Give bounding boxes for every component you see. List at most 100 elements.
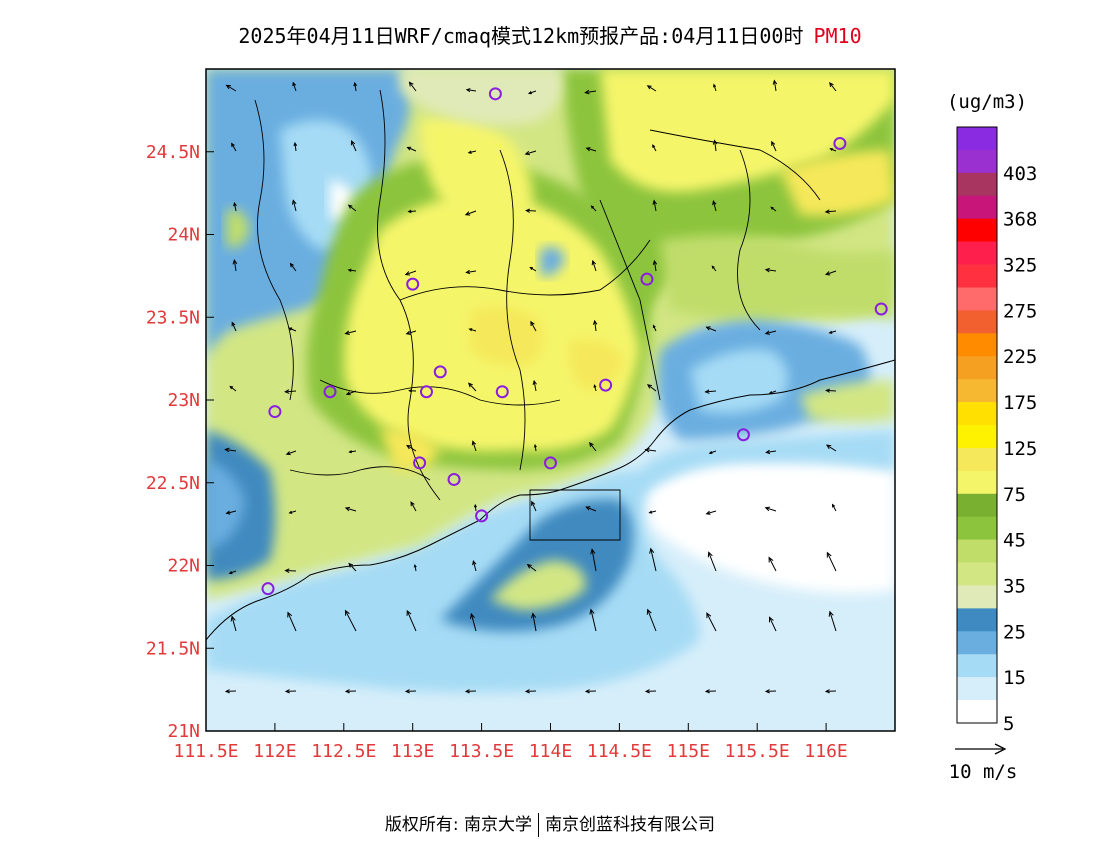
lat-tick-label: 21N — [167, 721, 200, 742]
wind-arrow — [585, 506, 597, 512]
station-marker-site-12 — [736, 428, 750, 442]
wind-arrow — [712, 200, 717, 212]
wind-arrow — [408, 81, 417, 92]
wind-arrow — [464, 689, 477, 694]
wind-arrow — [584, 689, 597, 694]
wind-arrow — [824, 270, 837, 276]
northeast-hotspot — [780, 150, 895, 216]
colorbar-label: 403 — [1003, 163, 1037, 185]
wind-arrow — [652, 324, 657, 332]
wind-arrow — [584, 89, 597, 95]
east-coast-green — [800, 380, 895, 423]
colorbar-segment — [957, 241, 997, 265]
wind-arrow — [529, 266, 537, 272]
station-marker-site-1 — [488, 87, 502, 101]
wind-arrow — [468, 328, 477, 332]
wind-arrow — [824, 209, 837, 214]
colorbar-label: 75 — [1003, 484, 1026, 506]
wind-arrow — [224, 447, 237, 453]
wind-arrow — [284, 389, 297, 394]
colorbar-label: 325 — [1003, 255, 1037, 277]
colorbar-label: 368 — [1003, 209, 1037, 231]
wind-arrow — [408, 389, 417, 393]
wind-arrow — [646, 85, 657, 92]
lon-tick-label: 114E — [529, 741, 572, 762]
colorbar-segment — [957, 539, 997, 563]
colorbar-segment — [957, 333, 997, 357]
central-hotspot-2 — [569, 339, 625, 390]
title-pollutant: PM10 — [813, 24, 862, 48]
wind-arrow — [225, 84, 237, 92]
wind-arrow — [468, 382, 477, 392]
wind-arrow — [707, 551, 717, 572]
wind-arrow — [472, 560, 477, 572]
wind-arrow — [644, 447, 657, 453]
wind-arrow — [589, 442, 597, 452]
wind-arrow — [530, 612, 537, 632]
wind-arrow — [465, 88, 477, 93]
station-marker-site-14 — [447, 472, 461, 486]
colorbar-segment — [957, 562, 997, 586]
north-light-green — [400, 69, 563, 125]
wind-arrow — [291, 199, 297, 212]
colorbar-label: 275 — [1003, 300, 1037, 322]
wind-arrow — [825, 388, 837, 393]
wind-arrow — [344, 609, 357, 632]
wind-arrow — [829, 82, 837, 92]
lon-tick-label: 116E — [804, 741, 847, 762]
colorbar: 403 368 325 275 225 175 125 75 45 35 25 15 5 — [956, 126, 1037, 735]
colorbar-segment — [957, 516, 997, 540]
wind-arrow — [828, 610, 837, 632]
lon-tick-label: 111.5E — [173, 741, 238, 762]
colorbar-label: 5 — [1003, 713, 1014, 735]
wind-arrow — [406, 444, 417, 452]
wind-arrow — [526, 563, 537, 572]
wind-arrow — [704, 689, 717, 694]
admin-boundaries — [254, 89, 821, 541]
wind-arrow — [524, 150, 537, 156]
colorbar-segment — [957, 127, 997, 151]
wind-arrow — [404, 270, 417, 276]
station-marker-site-4 — [640, 272, 654, 286]
wind-arrow — [590, 205, 597, 212]
colorbar-segment — [957, 677, 997, 701]
lat-tick-label: 24.5N — [146, 142, 200, 163]
lon-tick-label: 113.5E — [449, 741, 514, 762]
copyright-right: 南京创蓝科技有限公司 — [545, 815, 716, 835]
colorbar-label: 125 — [1003, 438, 1037, 460]
wind-arrow — [589, 608, 597, 632]
wind-arrow — [347, 268, 357, 273]
lon-tick-label: 112E — [253, 741, 296, 762]
station-marker-site-17 — [261, 582, 275, 596]
wind-arrow — [404, 689, 417, 694]
wind-arrow — [764, 506, 777, 512]
wind-arrow — [233, 201, 237, 212]
wind-scale-legend: 10 m/s — [949, 743, 1017, 783]
wind-arrow — [293, 141, 298, 152]
wind-arrow — [292, 81, 297, 92]
colorbar-segment — [957, 470, 997, 495]
wind-arrow — [768, 556, 777, 572]
colorbar-label: 35 — [1003, 575, 1026, 597]
wind-arrow — [826, 551, 837, 572]
lat-tick-label: 24N — [167, 225, 200, 246]
wind-arrow — [232, 259, 238, 272]
colorbar-unit: (ug/m3) — [947, 91, 1027, 113]
wind-arrow — [287, 611, 297, 632]
wind-arrow — [289, 262, 297, 272]
station-marker-site-5 — [874, 302, 888, 316]
wind-arrow — [705, 326, 717, 332]
southwest-lower-area — [206, 460, 245, 550]
wind-arrow — [344, 506, 357, 512]
wind-arrow — [225, 510, 237, 515]
wind-arrow — [713, 83, 717, 92]
wind-arrow — [704, 389, 717, 394]
colorbar-segment — [957, 654, 997, 678]
wind-arrow — [350, 139, 357, 152]
monitor-stations — [261, 87, 888, 596]
colorbar-label: 45 — [1003, 530, 1026, 552]
lon-tick-label: 114.5E — [587, 741, 652, 762]
wind-arrow — [288, 327, 297, 332]
wind-arrow — [591, 259, 597, 272]
wind-arrow — [473, 503, 477, 512]
